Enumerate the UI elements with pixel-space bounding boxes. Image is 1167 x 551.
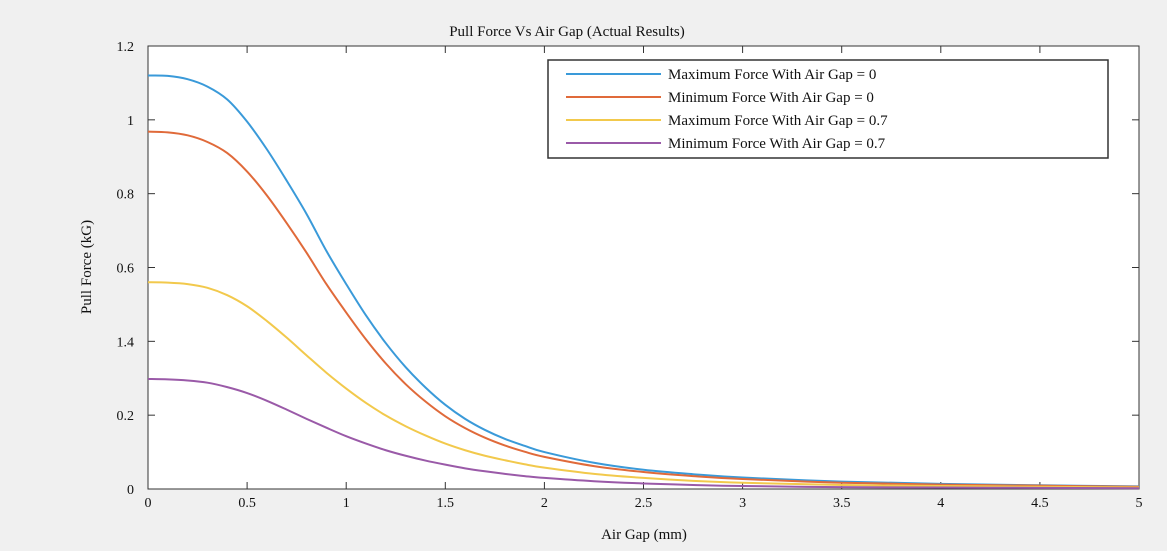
- x-tick-label: 3.5: [833, 496, 851, 511]
- x-tick-label: 0: [145, 496, 152, 511]
- y-tick-label: 0.8: [117, 188, 135, 203]
- y-tick-label: 0.2: [117, 409, 135, 424]
- x-axis-title: Air Gap (mm): [601, 527, 687, 543]
- legend-label: Maximum Force With Air Gap = 0.7: [668, 113, 888, 129]
- legend-label: Minimum Force With Air Gap = 0: [668, 90, 874, 106]
- chart-title: Pull Force Vs Air Gap (Actual Results): [449, 24, 685, 40]
- y-tick-label: 1: [127, 114, 134, 129]
- x-tick-label: 1.5: [437, 496, 455, 511]
- legend: Maximum Force With Air Gap = 0 Minimum Fo…: [547, 59, 1109, 159]
- series-lines: [147, 74, 1140, 490]
- y-tick-label: 0: [127, 483, 134, 498]
- x-tick-label: 1: [343, 496, 350, 511]
- series-line-3: [147, 281, 1140, 489]
- legend-label: Minimum Force With Air Gap = 0.7: [668, 136, 886, 152]
- x-tick-label: 4.5: [1031, 496, 1049, 511]
- y-tick-label: 0.6: [117, 262, 135, 277]
- series-line-2: [147, 130, 1140, 488]
- y-axis-title: Pull Force (kG): [79, 220, 95, 314]
- legend-box: [547, 59, 1109, 159]
- series-line-4: [147, 377, 1140, 490]
- x-tick-label: 4: [937, 496, 944, 511]
- series-line-1: [147, 74, 1140, 488]
- x-tick-label: 2: [541, 496, 548, 511]
- x-tick-label: 3: [739, 496, 746, 511]
- legend-label: Maximum Force With Air Gap = 0: [668, 67, 876, 83]
- x-tick-label: 5: [1136, 496, 1143, 511]
- y-tick-label: 1.2: [117, 40, 135, 55]
- y-tick-label: 1.4: [117, 335, 135, 350]
- x-tick-label: 2.5: [635, 496, 653, 511]
- x-tick-label: 0.5: [238, 496, 256, 511]
